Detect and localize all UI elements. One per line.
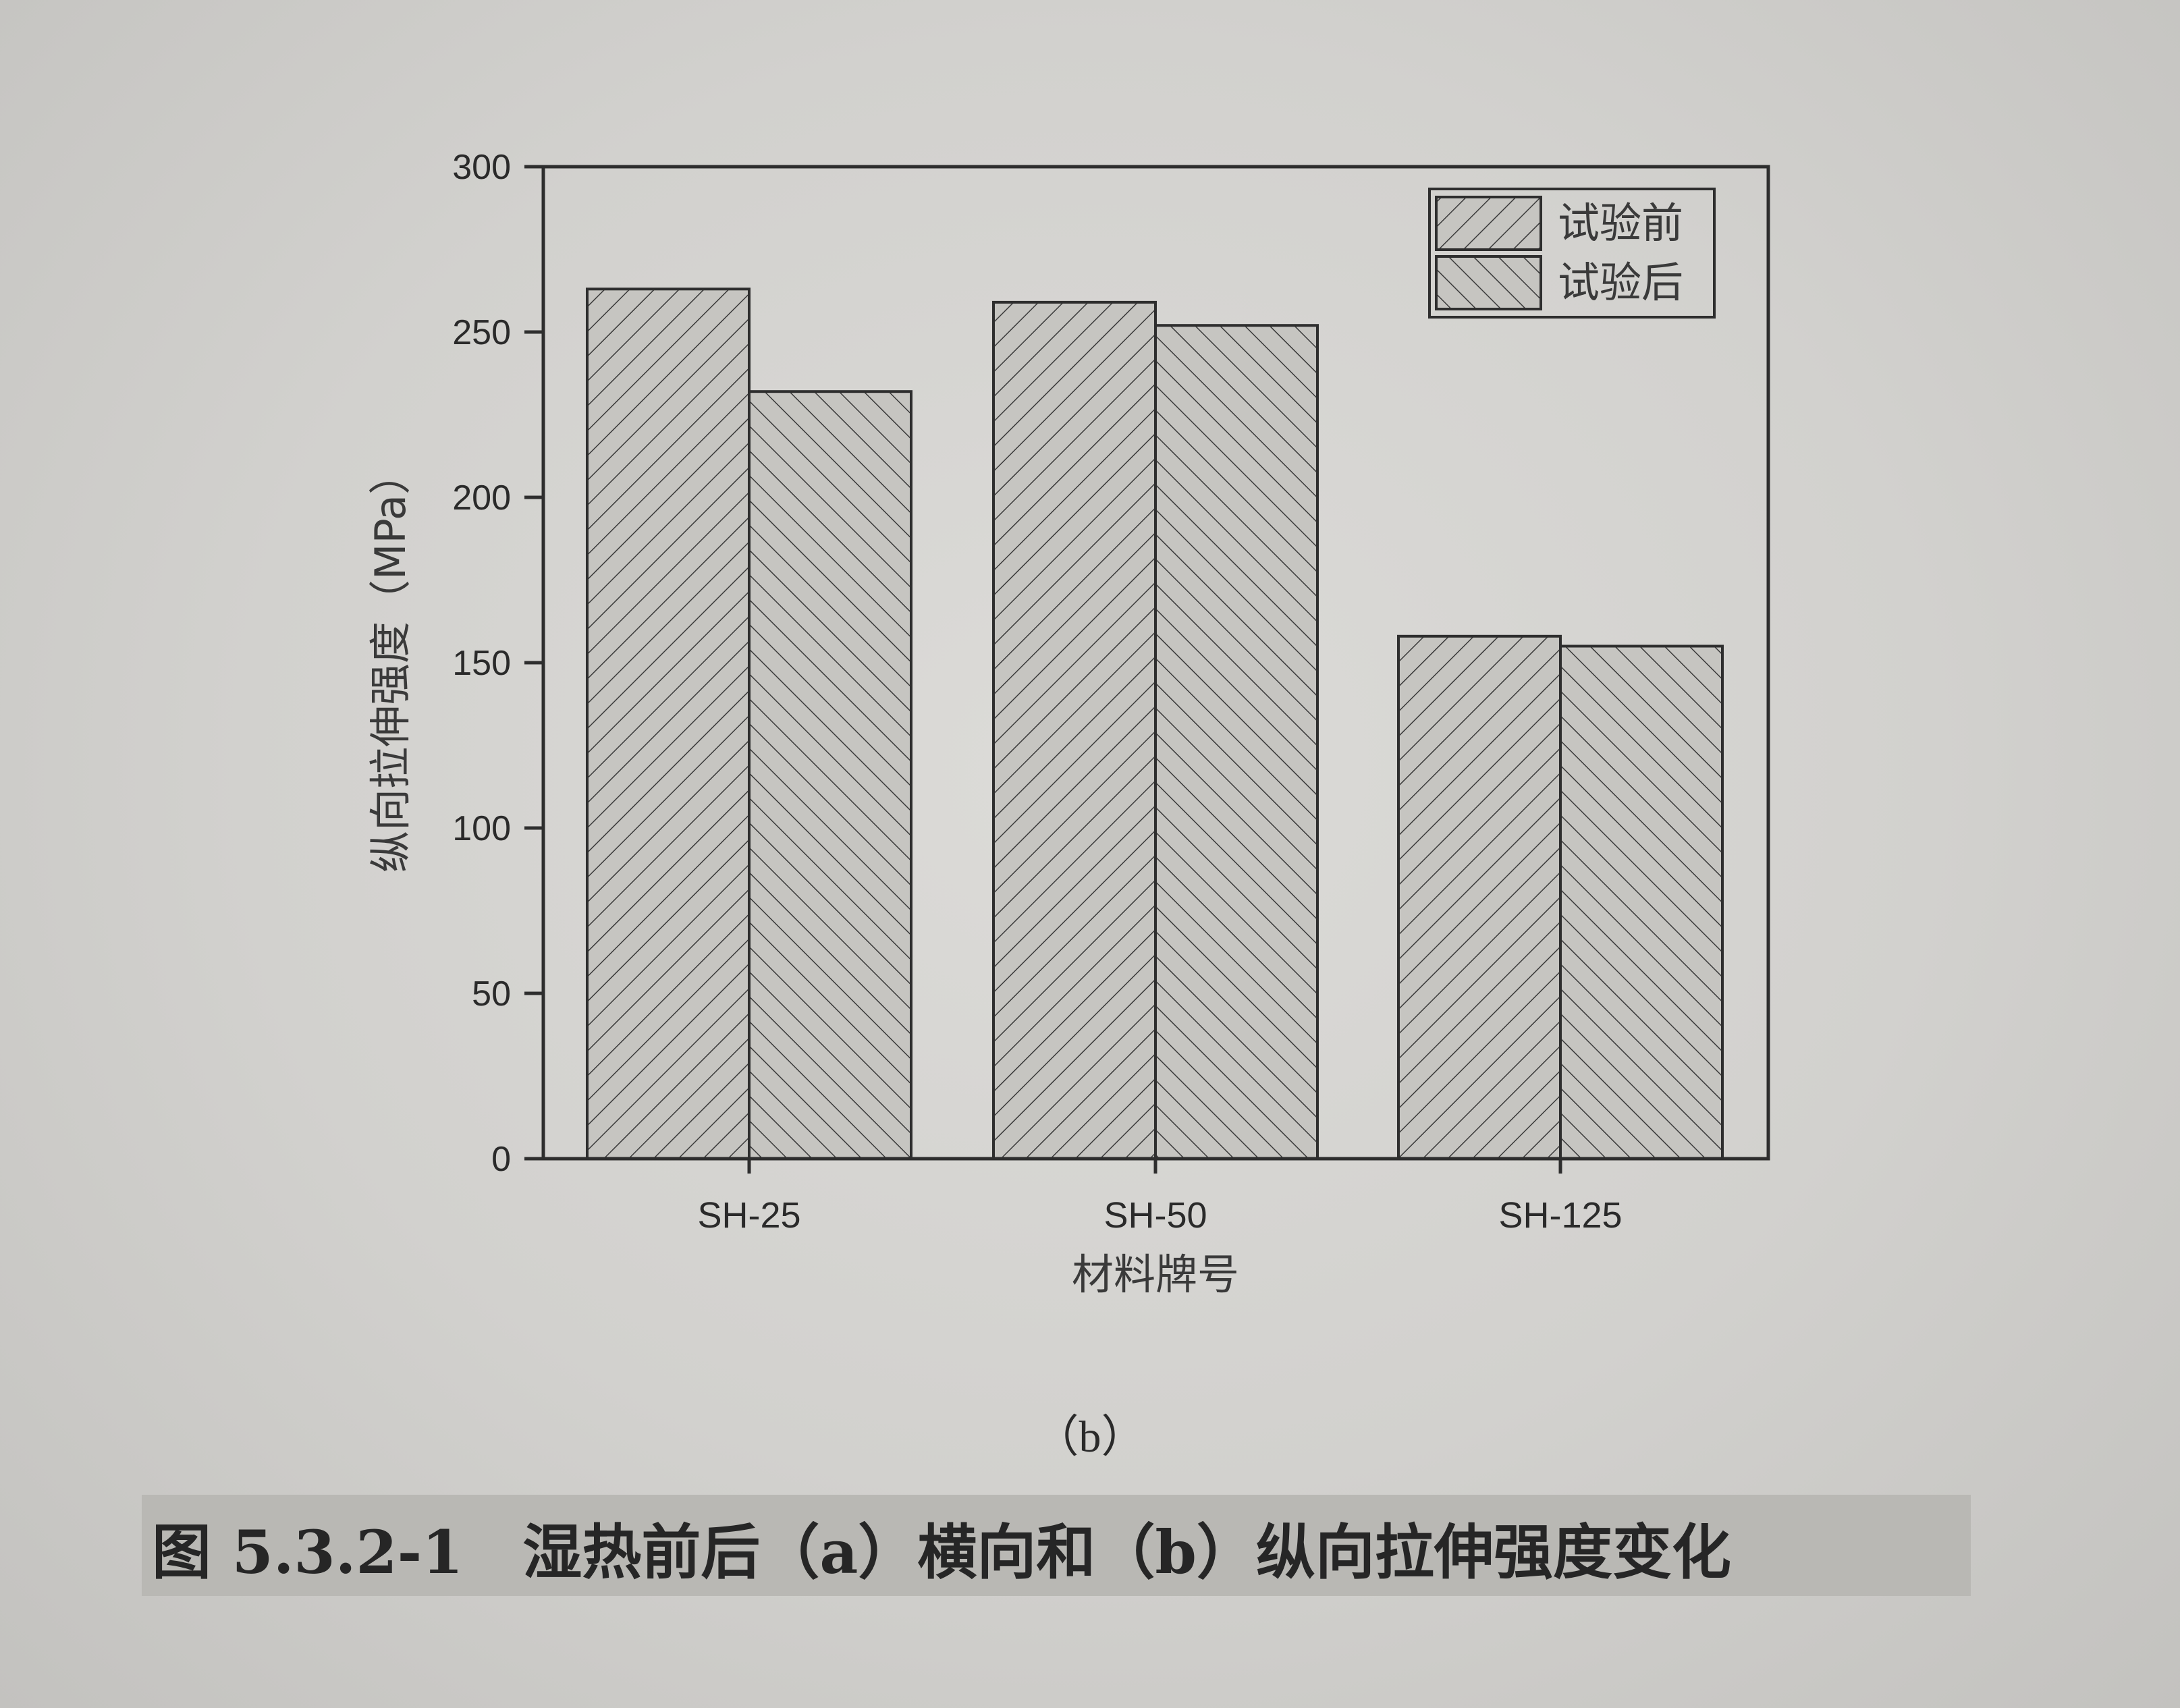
subcaption: （b）	[1034, 1412, 1146, 1462]
bar-sh-125-series-2	[1559, 644, 1724, 1160]
x-axis: SH-25 SH-50 SH-125	[697, 1159, 1623, 1236]
x-tick-label: SH-50	[1103, 1195, 1207, 1236]
legend-label: 试验后	[1558, 258, 1683, 307]
y-tick-label: 150	[452, 644, 511, 683]
x-tick-label: SH-125	[1498, 1195, 1622, 1236]
y-axis-title: 纵向拉伸强度（MPa）	[366, 453, 415, 873]
figure-caption: 图 5.3.2-1 湿热前后（a）横向和（b）纵向拉伸强度变化	[152, 1517, 1731, 1587]
legend-swatch	[1435, 196, 1542, 251]
bars-layer	[586, 287, 1724, 1161]
bar-sh-125-series-1	[1397, 634, 1562, 1160]
bar-sh-50-series-1	[992, 300, 1157, 1160]
legend-box	[1428, 188, 1716, 319]
y-tick-label: 0	[491, 1140, 511, 1179]
y-tick-label: 300	[452, 148, 511, 187]
y-tick-label: 250	[452, 313, 511, 352]
bar-sh-25-series-2	[748, 390, 912, 1161]
x-axis-title: 材料牌号	[1072, 1250, 1239, 1299]
y-tick-label: 50	[472, 974, 511, 1014]
y-tick-label: 100	[452, 809, 511, 848]
y-tick-label: 200	[452, 478, 511, 518]
bar-sh-25-series-1	[586, 287, 751, 1160]
legend-label: 试验前	[1558, 198, 1683, 248]
x-tick-label: SH-25	[697, 1195, 800, 1236]
y-axis: 0 50 100 150 200 250 300	[452, 148, 543, 1179]
legend-swatch	[1435, 255, 1542, 310]
bar-sh-50-series-2	[1154, 324, 1319, 1161]
caption-highlight	[142, 1495, 1971, 1596]
